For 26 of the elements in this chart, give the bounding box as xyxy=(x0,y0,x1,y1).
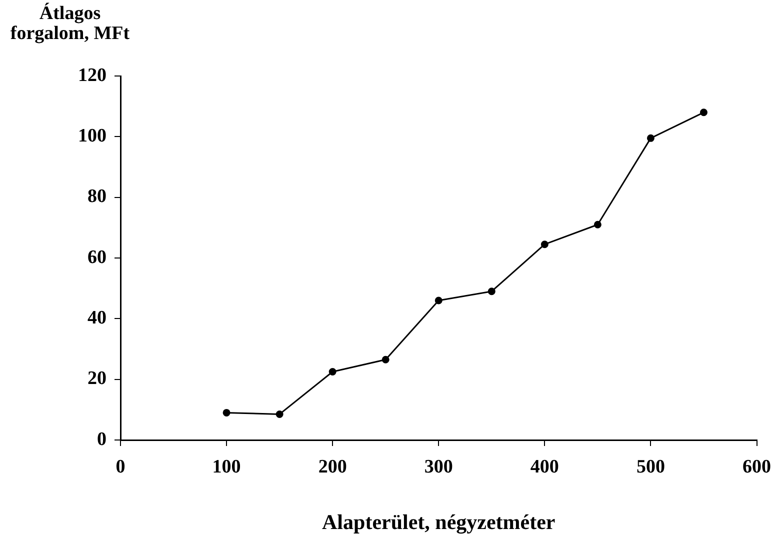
x-tick-label: 200 xyxy=(318,456,347,478)
x-tick-label: 500 xyxy=(636,456,665,478)
point xyxy=(488,288,496,296)
point xyxy=(700,108,708,116)
point xyxy=(222,408,230,416)
point xyxy=(540,240,548,248)
point xyxy=(382,356,390,364)
y-tick-label: 60 xyxy=(88,246,106,268)
x-tick-label: 0 xyxy=(116,456,126,478)
point xyxy=(328,368,336,376)
y-axis-title: Átlagos forgalom, MFt xyxy=(9,3,131,44)
y-tick-label: 100 xyxy=(78,126,106,147)
x-tick-label: 300 xyxy=(424,456,453,478)
y-tick-label: 0 xyxy=(97,428,106,450)
y-tick-label: 120 xyxy=(78,64,106,86)
y-tick-label: 40 xyxy=(88,308,106,329)
point xyxy=(646,134,654,142)
y-tick-label: 20 xyxy=(88,368,106,390)
x-tick-label: 100 xyxy=(212,456,241,478)
point xyxy=(276,410,284,418)
y-tick-label: 80 xyxy=(88,186,106,208)
x-tick-label: 400 xyxy=(530,456,559,478)
point xyxy=(594,220,602,228)
point xyxy=(434,296,442,304)
x-axis-title: Alapterület, négyzetméter xyxy=(322,510,556,534)
x-tick-label: 600 xyxy=(742,456,771,478)
